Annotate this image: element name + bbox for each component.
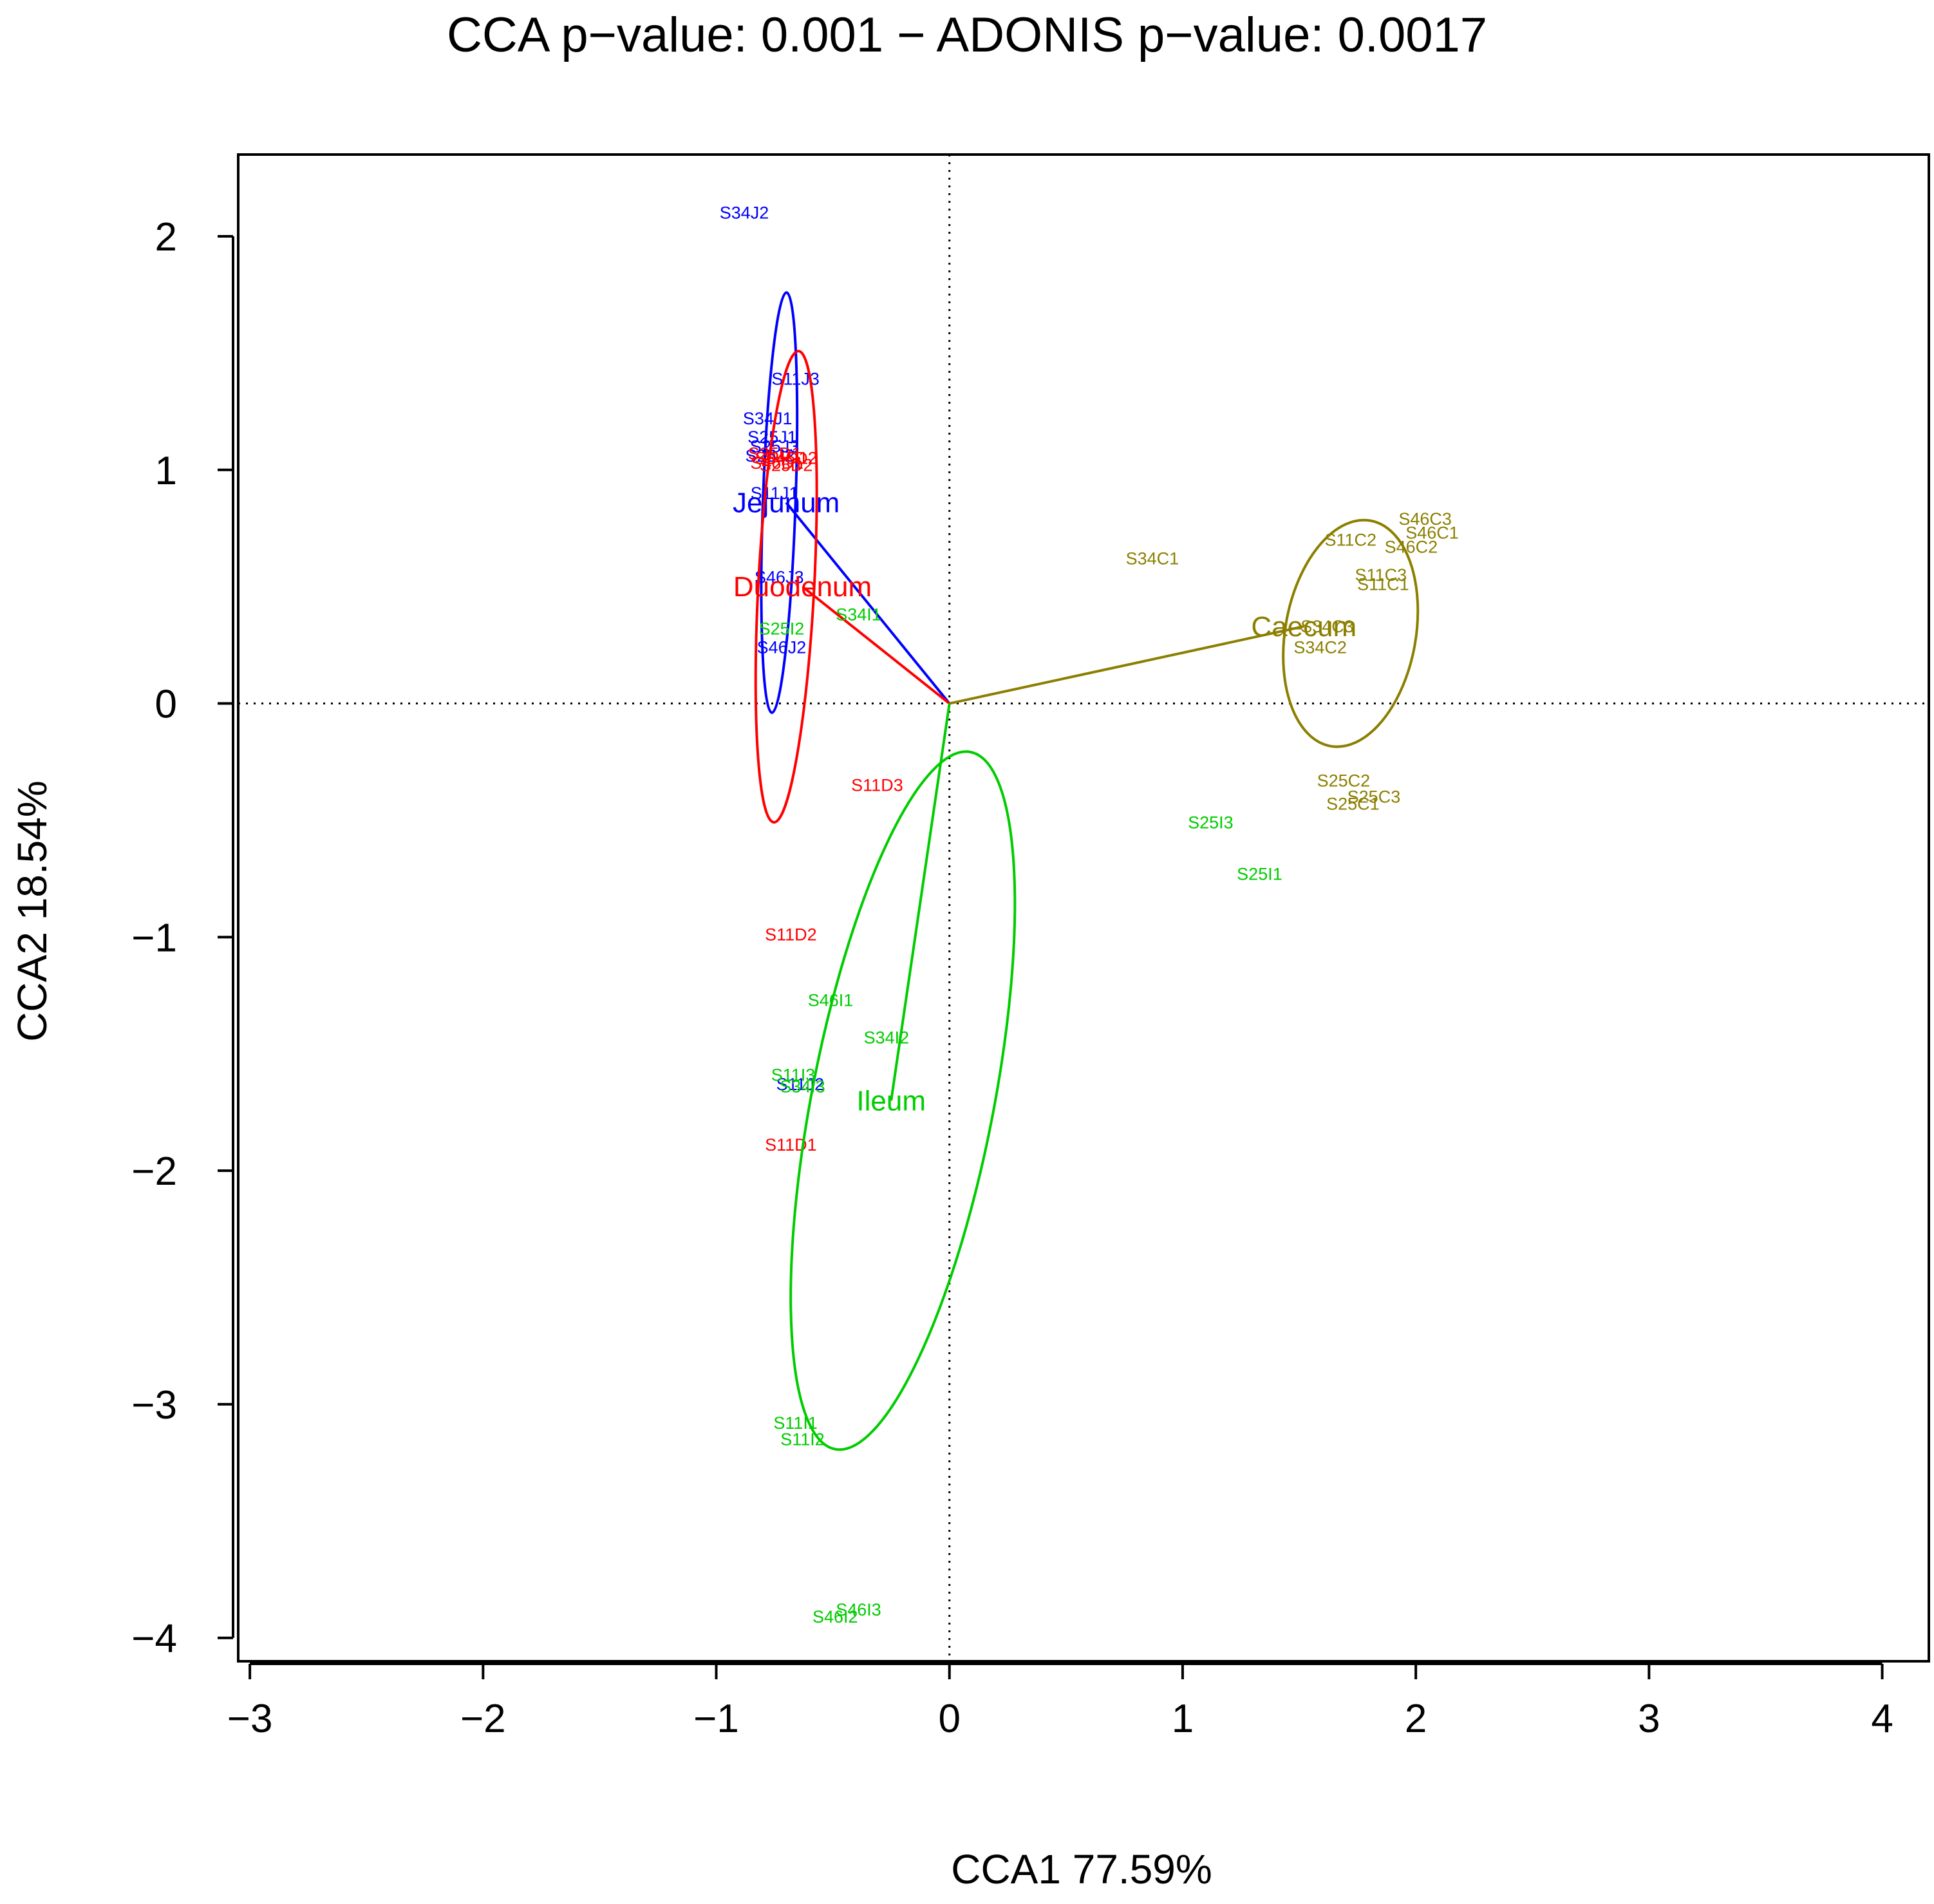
jejunum-spider-line (785, 502, 951, 704)
y-tick-label: 0 (155, 683, 177, 727)
point-label-s46c2: S46C2 (1385, 537, 1438, 556)
y-tick-label: −3 (131, 1383, 177, 1428)
x-tick-label: 0 (938, 1697, 960, 1741)
y-tick-label: 2 (155, 215, 177, 259)
point-label-s11d2: S11D2 (765, 925, 817, 945)
point-label-s25d1: S25D1 (748, 444, 802, 463)
caecum-spider-line (949, 625, 1304, 705)
point-label-s34i3: S34I3 (780, 1077, 825, 1097)
point-label-s25c2: S25C2 (1317, 771, 1371, 790)
point-label-s34i1: S34I1 (836, 605, 881, 625)
point-label-s25c1: S25C1 (1326, 795, 1380, 814)
y-tick-label: 1 (155, 449, 177, 493)
ileum-ellipse (789, 750, 1017, 1451)
point-label-s34i2: S34I2 (864, 1028, 910, 1047)
point-label-s34c1: S34C1 (1126, 549, 1179, 569)
group-ileum: S34I1 S25I2 S25I3 S25I1 S46I1 S34I2 S11I3S34I3… (759, 605, 1282, 1626)
caecum-ellipse (1282, 518, 1420, 748)
ileum-centroid-label: Ileum (856, 1085, 926, 1117)
x-tick-label: 3 (1638, 1697, 1660, 1741)
point-label-s25c3: S25C3 (1347, 787, 1401, 807)
y-tick-label: −4 (131, 1617, 177, 1661)
point-label-s46j2: S46J2 (757, 637, 807, 657)
point-label-s34c2: S34C2 (1293, 637, 1347, 657)
point-label-s11d3: S11D3 (851, 776, 903, 795)
caecum-centroid-label: Caecum (1251, 611, 1357, 643)
y-axis-label: CCA2 18.54% (9, 780, 55, 1042)
point-label-s11c2: S11C2 (1324, 531, 1376, 550)
point-label-s34j1: S34J1 (743, 409, 793, 428)
point-label-s25d2: S25D2 (760, 456, 813, 475)
point-label-s25i3: S25I3 (1188, 813, 1234, 833)
point-label-s25i2: S25I2 (759, 619, 805, 638)
point-label-s34c3: S34C3 (1300, 617, 1354, 636)
x-tick-label: 4 (1871, 1697, 1893, 1741)
point-label-s34d1: S34D1 (755, 449, 809, 468)
point-label-s34j2: S34J2 (720, 203, 769, 223)
point-label-s46c1: S46C1 (1405, 523, 1459, 543)
x-tick-label: 1 (1172, 1697, 1194, 1741)
point-label-s46d2: S46D2 (764, 449, 818, 468)
point-label-s11i3: S11I3 (771, 1065, 816, 1084)
plot-frame (237, 153, 1930, 1663)
x-tick-label: −2 (460, 1697, 506, 1741)
x-tick-label: −1 (693, 1697, 739, 1741)
plot-area: −3 −2 −1 0 1 2 3 4−4−3−2−1012S34J2S11J3S34J1S25… (131, 155, 1929, 1741)
point-label-s11j2: S11J2 (776, 1075, 825, 1094)
point-label-s25j3: S25J3 (750, 437, 800, 456)
point-label-s46i3: S46I3 (836, 1600, 881, 1619)
point-label-s11i1: S11I1 (773, 1413, 818, 1433)
jejunum-ellipse (760, 291, 799, 714)
point-label-s46i2: S46I2 (812, 1607, 858, 1626)
duodenum-spider-line (802, 585, 950, 705)
duodenum-centroid-label: Duodenum (733, 571, 872, 603)
point-label-s46j3: S46J3 (755, 568, 804, 587)
point-label-s25i1: S25I1 (1237, 864, 1282, 883)
x-tick-label: 2 (1405, 1697, 1427, 1741)
point-label-s11d1: S11D1 (765, 1135, 817, 1155)
point-label-s11c1: S11C1 (1357, 575, 1409, 594)
point-label-s46c3: S46C3 (1398, 509, 1452, 529)
ileum-spider-line (890, 703, 951, 1101)
point-label-s11c3: S11C3 (1355, 565, 1407, 585)
x-tick-label: −3 (227, 1697, 273, 1741)
point-label-s46i1: S46I1 (808, 990, 854, 1010)
point-label-s11j1: S11J1 (751, 484, 799, 503)
jejunum-centroid-label: Jejunum (733, 487, 840, 519)
y-tick-label: −2 (131, 1149, 177, 1194)
chart-title: CCA p−value: 0.001 − ADONIS p−value: 0.0… (447, 8, 1487, 62)
x-axis-label: CCA1 77.59% (951, 1846, 1212, 1892)
point-label-s46d1: S46D1 (750, 453, 803, 473)
duodenum-ellipse (754, 350, 818, 824)
point-label-s11i2: S11I2 (780, 1429, 825, 1449)
y-tick-label: −1 (131, 916, 177, 960)
group-jejunum: S34J2S11J3S34J1S25J1S25J3S25J2S11J1S46J3… (720, 203, 951, 1094)
